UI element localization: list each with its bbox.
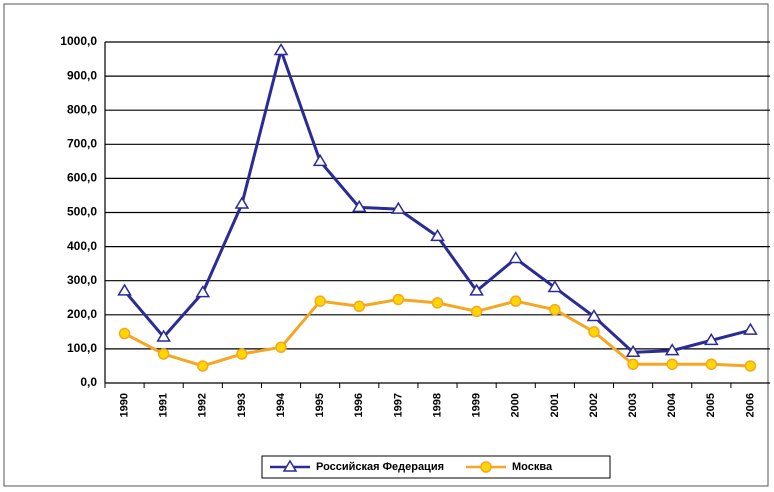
x-tick-label: 2004 [666, 392, 678, 417]
y-tick-label: 400,0 [67, 239, 97, 253]
triangle-marker [351, 199, 367, 213]
y-tick-label: 900,0 [67, 68, 97, 82]
chart-border [3, 3, 769, 487]
legend-label: Москва [512, 461, 553, 473]
triangle-marker [743, 322, 758, 335]
x-tick-label: 1991 [158, 393, 170, 417]
circle-marker [275, 341, 287, 353]
y-tick-label: 600,0 [67, 171, 97, 185]
triangle-marker [156, 329, 172, 342]
y-tick-label: 100,0 [67, 341, 97, 355]
triangle-marker [391, 201, 406, 214]
triangle-marker [469, 283, 484, 296]
triangle-marker [625, 344, 641, 358]
circle-marker [588, 326, 600, 338]
x-tick-label: 1996 [353, 393, 365, 417]
x-tick-label: 2002 [588, 393, 600, 417]
x-tick-label: 1994 [275, 392, 287, 417]
triangle-marker [234, 196, 250, 209]
circle-marker [197, 360, 209, 372]
x-tick-label: 1993 [236, 393, 248, 417]
triangle-marker [703, 332, 719, 346]
triangle-marker [664, 343, 680, 356]
circle-marker [744, 360, 757, 372]
x-tick-label: 2003 [627, 393, 639, 417]
x-tick-label: 2001 [549, 393, 561, 417]
circle-marker [157, 348, 170, 360]
y-tick-label: 0,0 [80, 375, 97, 389]
triangle-marker [195, 285, 211, 298]
x-tick-label: 1997 [392, 393, 404, 417]
x-tick-label: 1992 [197, 393, 209, 417]
triangle-marker [430, 228, 445, 242]
circle-marker [509, 295, 522, 307]
triangle-marker [117, 283, 132, 296]
circle-marker [666, 358, 678, 370]
circle-marker [705, 358, 718, 370]
x-tick-label: 1990 [118, 393, 130, 417]
triangle-marker [547, 280, 563, 293]
legend-box [261, 455, 611, 479]
y-tick-label: 1000,0 [60, 34, 97, 48]
circle-marker [236, 348, 248, 360]
circle-marker [627, 358, 639, 370]
triangle-marker [586, 309, 602, 322]
x-tick-label: 2006 [744, 393, 756, 417]
y-tick-label: 200,0 [67, 307, 97, 321]
circle-marker [549, 303, 561, 316]
legend-label: Российская Федерация [316, 461, 444, 473]
x-tick-label: 2000 [510, 393, 522, 417]
circle-marker [353, 300, 366, 313]
circle-marker [480, 461, 492, 473]
circle-marker [431, 297, 444, 309]
circle-marker [392, 293, 405, 306]
legend: Российская Федерация Москва [261, 455, 611, 479]
triangle-marker [508, 251, 524, 264]
x-tick-label: 1998 [431, 393, 443, 417]
circle-marker [118, 327, 131, 340]
x-tick-label: 2005 [705, 393, 717, 417]
y-tick-label: 300,0 [67, 273, 97, 287]
triangle-marker [312, 153, 328, 167]
y-tick-label: 500,0 [67, 205, 97, 219]
circle-marker [470, 305, 483, 318]
triangle-marker [273, 43, 289, 56]
y-tick-label: 800,0 [67, 102, 97, 116]
x-tick-label: 1995 [314, 393, 326, 417]
y-tick-label: 700,0 [67, 136, 97, 150]
triangle-marker [282, 459, 298, 472]
x-tick-label: 1999 [471, 393, 483, 417]
circle-marker [314, 295, 326, 307]
